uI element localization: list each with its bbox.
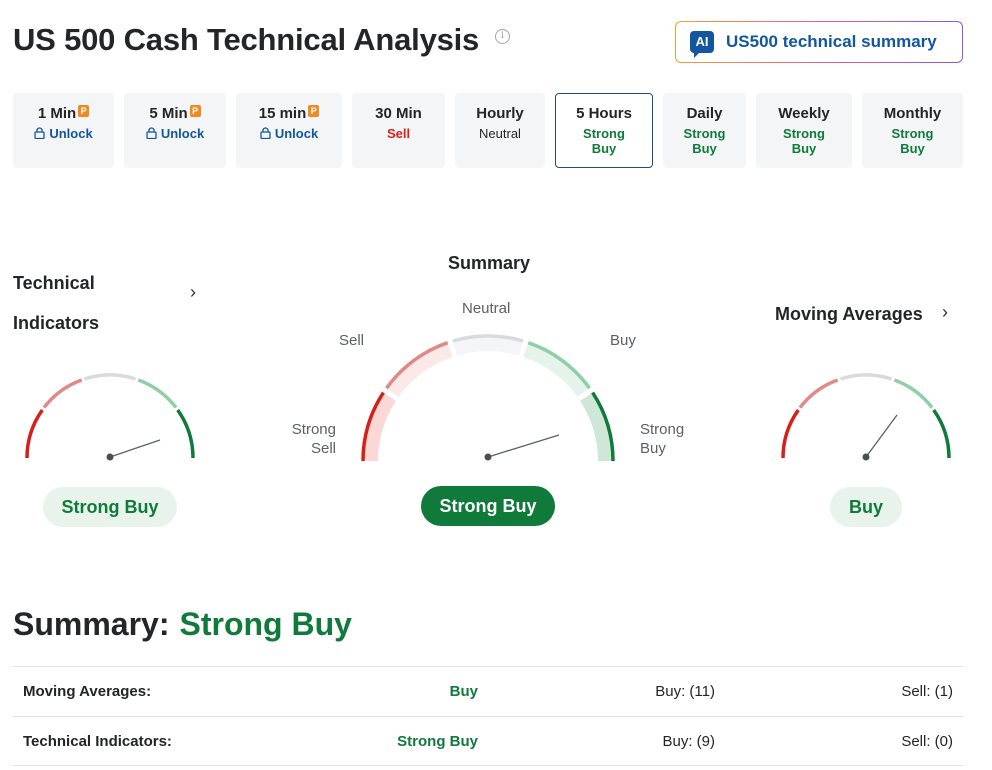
moving-averages-gauge <box>781 373 951 461</box>
gauge-label-buy: Buy <box>610 332 636 349</box>
tab-label: 15 min <box>258 105 307 122</box>
gauge-strong-buy-arc <box>591 391 615 462</box>
tab-label: 30 Min <box>375 105 422 122</box>
row-buy-count: Buy: (9) <box>662 733 715 750</box>
tab-1-min[interactable]: 1 Min P Unlock <box>13 93 114 168</box>
lock-icon <box>260 127 271 139</box>
row-name: Moving Averages: <box>23 683 152 700</box>
tab-signal: Sell <box>386 126 411 141</box>
pro-icon: P <box>189 105 201 117</box>
gauge-strong-sell-band <box>363 392 396 461</box>
summary-line: Summary: Strong Buy <box>13 606 352 643</box>
timeframe-tabs: 1 Min P Unlock 5 Min P Unlock 15 min P Unlo… <box>0 93 992 168</box>
row-buy-count: Buy: (11) <box>655 683 715 700</box>
gauge-needle <box>109 439 161 458</box>
gauge-strong-sell-arc <box>25 408 44 459</box>
gauge-pivot <box>484 453 492 461</box>
summary-table: Moving Averages: Buy Buy: (11) Sell: (1)… <box>13 666 963 766</box>
pro-icon: P <box>308 105 320 117</box>
gauge-neutral-arc <box>839 373 893 381</box>
pro-icon: P <box>78 105 90 117</box>
gauge-pivot <box>862 453 870 461</box>
gauge-buy-arc <box>137 378 178 409</box>
chevron-right-icon[interactable]: › <box>942 302 948 322</box>
gauge-neutral-band <box>453 336 523 356</box>
gauge-strong-sell-arc <box>781 408 800 459</box>
tab-30-min[interactable]: 30 Min Sell <box>352 93 445 168</box>
technical-indicators-heading[interactable]: Technical Indicators <box>13 273 100 333</box>
gauge-buy-arc <box>893 378 934 409</box>
tab-label: 5 Min <box>149 105 188 122</box>
gauge-buy-band <box>523 342 590 397</box>
gauge-label-neutral: Neutral <box>462 300 511 317</box>
row-name: Technical Indicators: <box>23 733 172 750</box>
tab-label: 1 Min <box>37 105 77 122</box>
tab-5-min[interactable]: 5 Min P Unlock <box>124 93 226 168</box>
ai-summary-label: US500 technical summary <box>726 32 937 51</box>
gauge-pivot <box>106 453 114 461</box>
gauge-needle <box>487 434 560 458</box>
unlock-link[interactable]: Unlock <box>274 126 319 141</box>
tab-label: Weekly <box>778 105 830 122</box>
info-icon[interactable]: i <box>495 29 510 44</box>
unlock-link[interactable]: Unlock <box>160 126 205 141</box>
tab-signal: Strong Buy <box>683 126 726 156</box>
tab-signal: Neutral <box>479 126 521 141</box>
gauge-label-strong-sell: Strong Sell <box>291 421 336 457</box>
lock-icon <box>34 127 45 139</box>
row-sell-count: Sell: (0) <box>901 733 953 750</box>
gauge-buy-arc <box>527 341 591 390</box>
technical-indicators-gauge <box>25 373 195 461</box>
table-row: Technical Indicators: Strong Buy Buy: (9… <box>13 716 963 766</box>
tab-label: Hourly <box>476 105 524 122</box>
tab-15-min[interactable]: 15 min P Unlock <box>236 93 342 168</box>
lock-icon <box>146 127 157 139</box>
tab-label: 5 Hours <box>576 105 632 122</box>
table-row: Moving Averages: Buy Buy: (11) Sell: (1) <box>13 666 963 716</box>
row-signal: Buy <box>449 683 478 700</box>
tab-signal: Strong Buy <box>583 126 625 156</box>
summary-value: Strong Buy <box>179 606 352 642</box>
gauge-neutral-arc <box>83 373 137 381</box>
gauge-strong-sell-arc <box>361 391 385 462</box>
gauge-strong-buy-arc <box>932 408 951 459</box>
moving-averages-result: Buy <box>830 487 902 527</box>
ai-icon: AI <box>690 31 714 58</box>
moving-averages-heading[interactable]: Moving Averages <box>775 304 923 324</box>
summary-gauge <box>361 334 615 462</box>
chevron-right-icon[interactable]: › <box>190 282 196 302</box>
tab-signal: Strong Buy <box>891 126 934 156</box>
unlock-link[interactable]: Unlock <box>49 126 93 141</box>
tab-hourly[interactable]: Hourly Neutral <box>455 93 545 168</box>
gauge-sell-arc <box>385 341 449 390</box>
gauge-needle <box>865 414 898 458</box>
tab-signal: Strong Buy <box>783 126 825 156</box>
gauge-sell-arc <box>798 378 839 409</box>
gauge-label-strong-buy: Strong Buy <box>640 421 685 457</box>
summary-label: Summary: <box>13 606 170 642</box>
tab-daily[interactable]: Daily Strong Buy <box>663 93 746 168</box>
tab-monthly[interactable]: Monthly Strong Buy <box>862 93 963 168</box>
summary-result: Strong Buy <box>421 486 555 526</box>
row-signal: Strong Buy <box>397 733 478 750</box>
gauge-strong-buy-arc <box>176 408 195 459</box>
gauge-label-sell: Sell <box>339 332 365 349</box>
ai-summary-button[interactable]: AI US500 technical summary <box>675 21 963 63</box>
row-sell-count: Sell: (1) <box>901 683 953 700</box>
tab-label: Monthly <box>883 105 942 122</box>
page-title: US 500 Cash Technical Analysis <box>13 22 480 57</box>
tab-label: Daily <box>686 105 723 122</box>
gauge-neutral-arc <box>452 334 524 343</box>
technical-indicators-result: Strong Buy <box>43 487 177 527</box>
summary-heading: Summary <box>448 253 531 273</box>
tab-5-hours[interactable]: 5 Hours Strong Buy <box>555 93 653 168</box>
gauge-sell-band <box>386 342 453 397</box>
gauge-sell-arc <box>42 378 83 409</box>
gauge-strong-buy-band <box>580 392 613 461</box>
tab-weekly[interactable]: Weekly Strong Buy <box>756 93 852 168</box>
